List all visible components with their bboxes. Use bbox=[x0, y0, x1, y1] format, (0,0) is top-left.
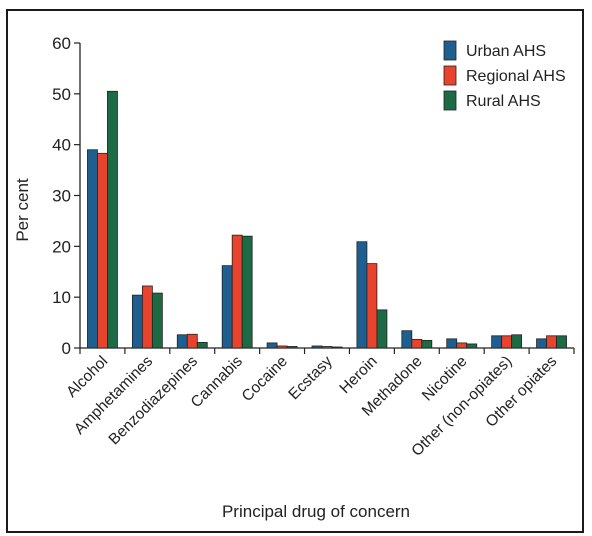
bar bbox=[286, 346, 298, 349]
bar bbox=[311, 345, 323, 349]
y-tick-label: 30 bbox=[52, 187, 71, 206]
bar bbox=[421, 339, 433, 349]
x-tick-label: Cocaine bbox=[239, 353, 291, 405]
legend-label: Rural AHS bbox=[466, 93, 541, 110]
bar bbox=[221, 265, 233, 349]
bar bbox=[196, 342, 208, 349]
legend: Urban AHS Regional AHS Rural AHS bbox=[443, 40, 566, 111]
bar bbox=[97, 152, 108, 349]
legend-label: Regional AHS bbox=[466, 68, 566, 85]
x-tick-label: Amphetamines bbox=[71, 353, 156, 438]
y-axis: 0 10 20 30 40 50 60 bbox=[52, 34, 81, 358]
x-axis bbox=[79, 347, 575, 354]
bar bbox=[366, 263, 378, 349]
bar bbox=[466, 343, 478, 349]
bar bbox=[446, 338, 458, 349]
bar bbox=[401, 330, 413, 349]
bar bbox=[376, 309, 388, 349]
bar bbox=[321, 346, 333, 349]
bar bbox=[546, 335, 557, 349]
y-tick-label: 50 bbox=[52, 85, 71, 104]
x-tick-label: Ecstasy bbox=[285, 353, 336, 404]
bar bbox=[131, 294, 143, 349]
bar bbox=[491, 335, 503, 349]
bar bbox=[231, 234, 243, 349]
bar bbox=[331, 346, 343, 349]
bar bbox=[556, 335, 567, 349]
bars bbox=[87, 90, 567, 349]
bar bbox=[141, 285, 153, 349]
bar bbox=[276, 345, 288, 349]
bar bbox=[186, 333, 198, 349]
y-tick-label: 0 bbox=[62, 339, 71, 358]
bar bbox=[266, 342, 278, 349]
category-labels: AlcoholAmphetaminesBenzodiazepinesCannab… bbox=[63, 353, 560, 460]
legend-swatch bbox=[443, 40, 457, 61]
chart-frame: 0 10 20 30 40 50 60 Alcohol Amphetamines Benzodi… bbox=[6, 9, 584, 533]
y-tick-label: 20 bbox=[52, 237, 71, 256]
bar bbox=[411, 338, 423, 349]
bar bbox=[87, 149, 98, 349]
bar bbox=[241, 235, 253, 349]
y-tick-label: 10 bbox=[52, 288, 71, 307]
bar bbox=[176, 334, 188, 349]
x-tick-label: Heroin bbox=[336, 353, 380, 397]
bar bbox=[501, 335, 513, 349]
bar bbox=[107, 90, 118, 349]
y-axis-title: Per cent bbox=[13, 178, 32, 242]
bar bbox=[356, 241, 368, 349]
legend-swatch bbox=[443, 65, 457, 86]
bar bbox=[536, 338, 547, 349]
legend-swatch bbox=[443, 90, 457, 111]
x-axis-title: Principal drug of concern bbox=[222, 502, 410, 521]
y-tick-label: 40 bbox=[52, 136, 71, 155]
bar bbox=[511, 334, 523, 349]
bar bbox=[456, 342, 468, 349]
y-tick-label: 60 bbox=[52, 34, 71, 53]
bar-chart: 0 10 20 30 40 50 60 AlcoholAmphetaminesBenzodi… bbox=[13, 34, 575, 521]
bar bbox=[151, 292, 163, 349]
legend-label: Urban AHS bbox=[466, 43, 546, 60]
